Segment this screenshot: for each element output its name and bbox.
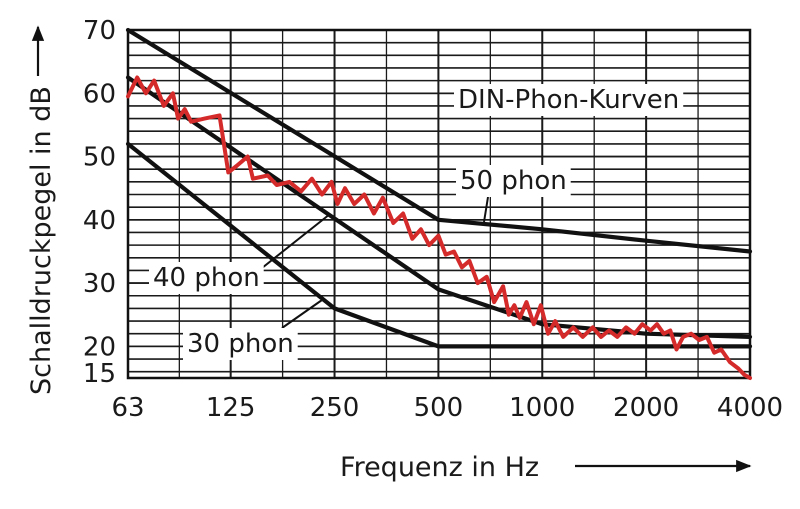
label-40-phon-bg	[149, 262, 264, 294]
x-axis-label: Frequenz in Hz	[340, 452, 539, 483]
x-tick-label: 63	[111, 393, 144, 423]
label-30-phon: 30 phon	[187, 329, 294, 359]
title-label-bg	[454, 84, 684, 116]
plot-frame	[126, 28, 752, 380]
x-tick-label: 2000	[613, 393, 679, 423]
x-tick-label: 125	[206, 393, 256, 423]
label-30-phon-leader	[281, 299, 323, 329]
y-tick-label: 15	[83, 359, 116, 389]
label-30-phon-bg	[183, 328, 298, 360]
title-label: DIN-Phon-Kurven	[458, 85, 679, 115]
x-tick-label: 500	[414, 393, 464, 423]
label-50-phon-leader	[483, 196, 489, 223]
series-30-phon	[125, 141, 753, 349]
y-tick-label: 40	[83, 206, 116, 236]
y-tick-label: 70	[83, 16, 116, 46]
x-tick-label: 1000	[509, 393, 575, 423]
annotation-layer: DIN-Phon-Kurven 50 phon 40 phon 30 phon	[149, 84, 684, 360]
x-tick-label: 4000	[717, 393, 783, 423]
y-tick-label: 60	[83, 79, 116, 109]
series-40-phon	[125, 75, 753, 339]
label-40-phon-leader	[261, 213, 331, 269]
label-50-phon-bg	[456, 165, 571, 197]
label-50-phon: 50 phon	[460, 166, 567, 196]
series-50-phon	[125, 27, 753, 254]
x-tick-label: 250	[310, 393, 360, 423]
y-tick-label: 20	[83, 332, 116, 362]
y-axis-label: Schalldruckpegel in dB	[26, 86, 57, 395]
series-measured-noise	[126, 75, 752, 380]
y-tick-label: 30	[83, 269, 116, 299]
x-tick-labels: 63 125 250 500 1000 2000 4000	[111, 393, 783, 423]
series-layer	[125, 27, 753, 380]
y-tick-label: 50	[83, 143, 116, 173]
label-40-phon: 40 phon	[153, 263, 260, 293]
